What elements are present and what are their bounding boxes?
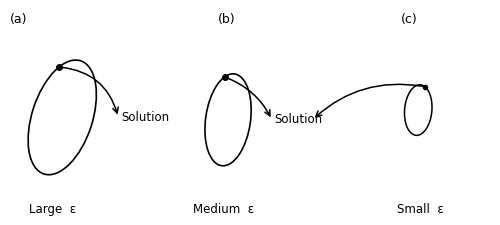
Text: Large  ε: Large ε — [29, 203, 76, 216]
Text: Medium  ε: Medium ε — [192, 203, 254, 216]
Text: (b): (b) — [218, 13, 236, 25]
Text: (c): (c) — [401, 13, 418, 25]
Text: Solution: Solution — [121, 111, 169, 124]
Text: (a): (a) — [10, 13, 28, 25]
Text: Solution: Solution — [274, 113, 322, 126]
Text: Small  ε: Small ε — [398, 203, 444, 216]
